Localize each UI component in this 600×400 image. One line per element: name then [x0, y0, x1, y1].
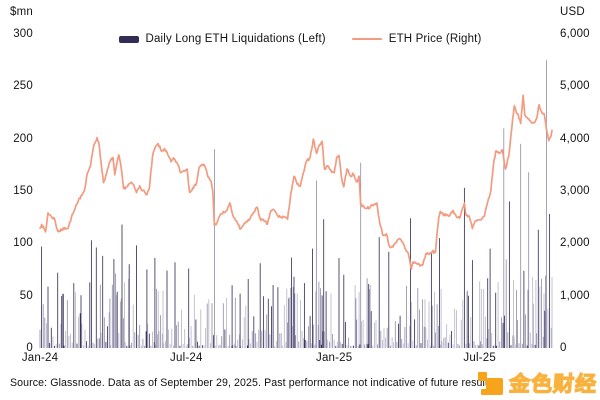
- eth-price-line: [39, 94, 553, 270]
- legend-item-eth-price: ETH Price (Right): [351, 33, 482, 45]
- y-right-tick-label: 1,000: [560, 289, 590, 302]
- legend: Daily Long ETH Liquidations (Left) ETH P…: [0, 30, 600, 48]
- source-note: Source: Glassnode. Data as of September …: [10, 377, 497, 389]
- legend-label-liquidations: Daily Long ETH Liquidations (Left): [145, 33, 326, 45]
- legend-label-eth-price: ETH Price (Right): [388, 33, 482, 45]
- liquidation-bars-dark: [41, 187, 551, 348]
- y-right-tick-label: 3,000: [560, 185, 590, 197]
- liquidation-bars-mid: [39, 60, 547, 348]
- y-right-tick-label: 0: [560, 342, 567, 354]
- y-left-tick-label: 100: [13, 237, 33, 250]
- legend-item-liquidations: Daily Long ETH Liquidations (Left): [118, 33, 326, 45]
- y-left-tick-label: 0: [26, 342, 33, 354]
- y-left-tick-label: 250: [13, 80, 33, 93]
- y-right-tick-label: 4,000: [560, 132, 590, 145]
- x-axis-tick-label: Jan-24: [21, 352, 59, 364]
- right-axis-unit-label: USD: [560, 6, 585, 18]
- left-axis-unit-label: $mn: [10, 6, 33, 18]
- y-left-tick-label: 300: [13, 28, 33, 40]
- bar-series-swatch: [118, 35, 139, 43]
- x-axis-tick-label: Jul-24: [170, 352, 203, 364]
- line-series-swatch: [351, 37, 382, 41]
- y-right-tick-label: 6,000: [560, 28, 590, 40]
- y-left-tick-label: 150: [13, 185, 33, 197]
- y-left-tick-label: 200: [13, 132, 33, 145]
- y-right-tick-label: 2,000: [560, 237, 590, 250]
- liquidation-bars-light: [46, 276, 553, 348]
- y-left-tick-label: 50: [19, 289, 33, 302]
- x-axis-tick-label: Jan-25: [316, 352, 353, 364]
- x-axis-tick-label: Jul-25: [463, 352, 496, 364]
- y-right-tick-label: 5,000: [560, 80, 590, 93]
